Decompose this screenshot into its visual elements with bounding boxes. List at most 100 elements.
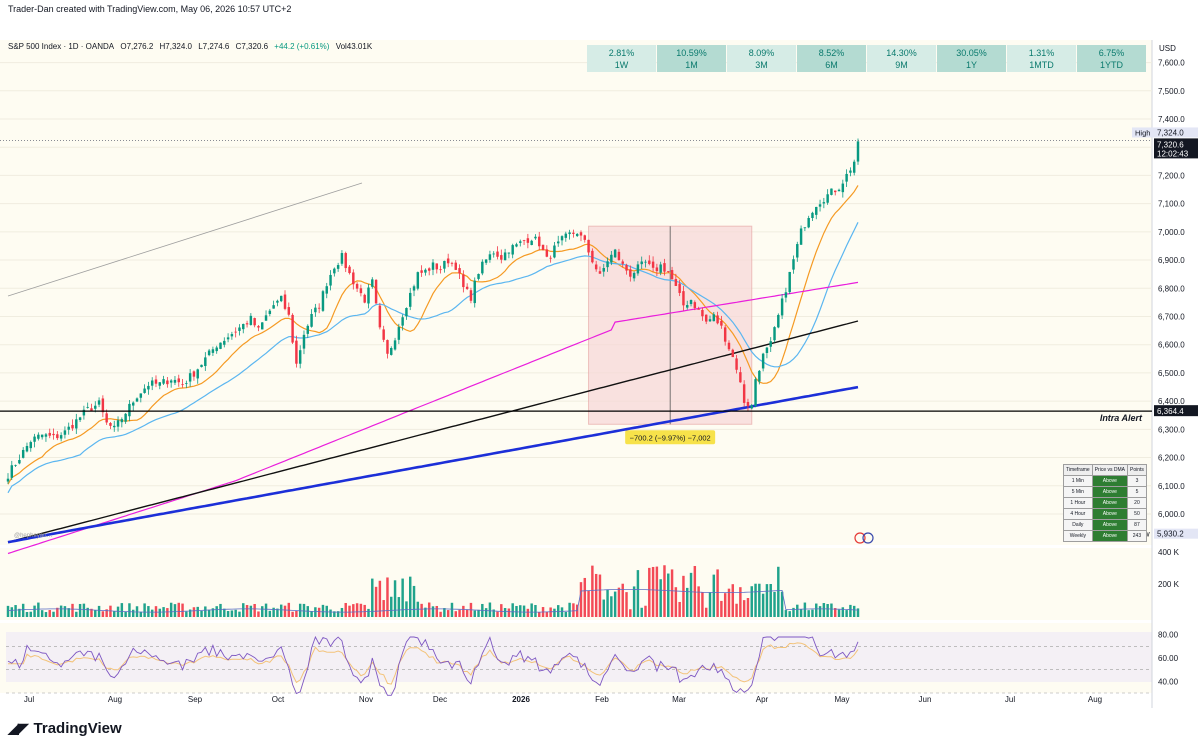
last-price-badge [1154,138,1198,159]
candle-body [101,398,105,413]
candle-body [769,341,772,347]
volume-bar [549,607,552,617]
candle-body [257,326,260,328]
volume-bar [78,603,82,617]
candle-body [784,292,788,298]
candle-body [359,288,363,294]
price-tick-label: 7,000.0 [1158,228,1185,237]
volume-bar [830,603,833,617]
volume-bar [837,609,841,617]
trend-header-timeframe: Timeframe [1063,464,1093,476]
candle-body [515,244,518,247]
tradingview-brand[interactable]: ◢◤ TradingView [8,720,122,737]
volume-bar [223,608,226,617]
volume-bar [113,611,116,617]
candle-body [427,268,431,271]
candle-body [826,194,829,203]
candle-body [522,240,526,241]
candle-body [52,433,55,436]
candle-body [777,314,780,328]
candle-body [712,314,716,322]
volume-bar [610,596,613,617]
candle-body [6,478,10,482]
indicator-logo-icon [854,532,866,544]
volume-bar [302,603,306,617]
volume-bar [14,605,17,617]
candle-body [488,254,492,260]
candle-body [610,254,613,263]
volume-bar [211,608,215,617]
volume-bar [689,572,693,617]
candle-body [94,405,97,409]
candle-body [386,340,389,354]
trend-cell: Above [1091,530,1129,542]
price-tick-label: 6,500.0 [1158,369,1185,378]
price-chart[interactable]: −700.2 (−9.97%) −7,002 Intra Alert 7,600… [0,18,1200,718]
candle-body [128,403,131,417]
candle-body [560,236,564,241]
volume-bar [701,592,704,617]
candle-body [598,271,602,274]
volume-bar [841,607,845,617]
volume-bar [716,569,719,617]
volume-bar [465,609,469,617]
trend-cell: Above [1091,519,1129,531]
candle-body [796,244,799,258]
performance-period: 1Y [965,60,977,70]
volume-bar [856,608,860,617]
volume-bar [746,598,750,617]
candle-body [553,245,556,258]
candle-body [215,347,218,352]
candle-body [21,449,25,458]
candle-body [33,436,36,442]
volume-bar [693,565,697,617]
volume-bar [230,610,234,617]
volume-bar [344,602,347,617]
candle-body [587,239,590,253]
volume-bar [663,565,666,617]
volume-bar [150,609,154,617]
performance-period: 1W [614,60,629,70]
performance-period: 6M [825,60,838,70]
rsi-band [6,632,1152,682]
candle-body [348,266,351,274]
volume-bar [773,591,776,617]
volume-bar [367,608,370,617]
volume-bar [811,609,814,617]
price-tick-label: 6,400.0 [1158,397,1185,406]
volume-bar [500,604,503,617]
last-price-value: 7,320.6 [1157,140,1184,149]
trend-cell: 1 Hour [1063,497,1093,509]
performance-period: 1M [685,60,698,70]
performance-cell-1m: 10.59% 1M [657,45,726,72]
candle-body [674,279,678,286]
currency-label[interactable]: USD [1159,44,1176,53]
trend-cell: 50 [1127,508,1147,520]
candle-body [621,261,624,264]
candle-body [185,383,188,384]
candle-body [261,322,264,330]
volume-bar [21,603,25,617]
volume-bar [503,608,507,617]
candle-body [792,259,795,270]
performance-value: 1.31% [1028,48,1055,58]
candle-body [519,241,522,243]
candle-body [511,245,514,255]
trendline [7,182,363,297]
price-tick-label: 6,800.0 [1158,284,1185,293]
volume-bar [667,573,670,617]
candle-body [720,320,723,326]
candle-body [18,459,21,464]
volume-bar [515,605,518,617]
candle-body [852,161,856,173]
volume-bar [173,604,177,617]
candle-body [659,264,662,273]
candle-body [135,398,139,402]
performance-cell-9m: 14.30% 9M [867,45,936,72]
volume-bar [128,603,131,617]
volume-bar [807,610,810,617]
volume-bar [264,603,268,617]
candle-body [761,353,765,369]
candle-body [147,385,150,390]
candle-body [731,349,735,358]
